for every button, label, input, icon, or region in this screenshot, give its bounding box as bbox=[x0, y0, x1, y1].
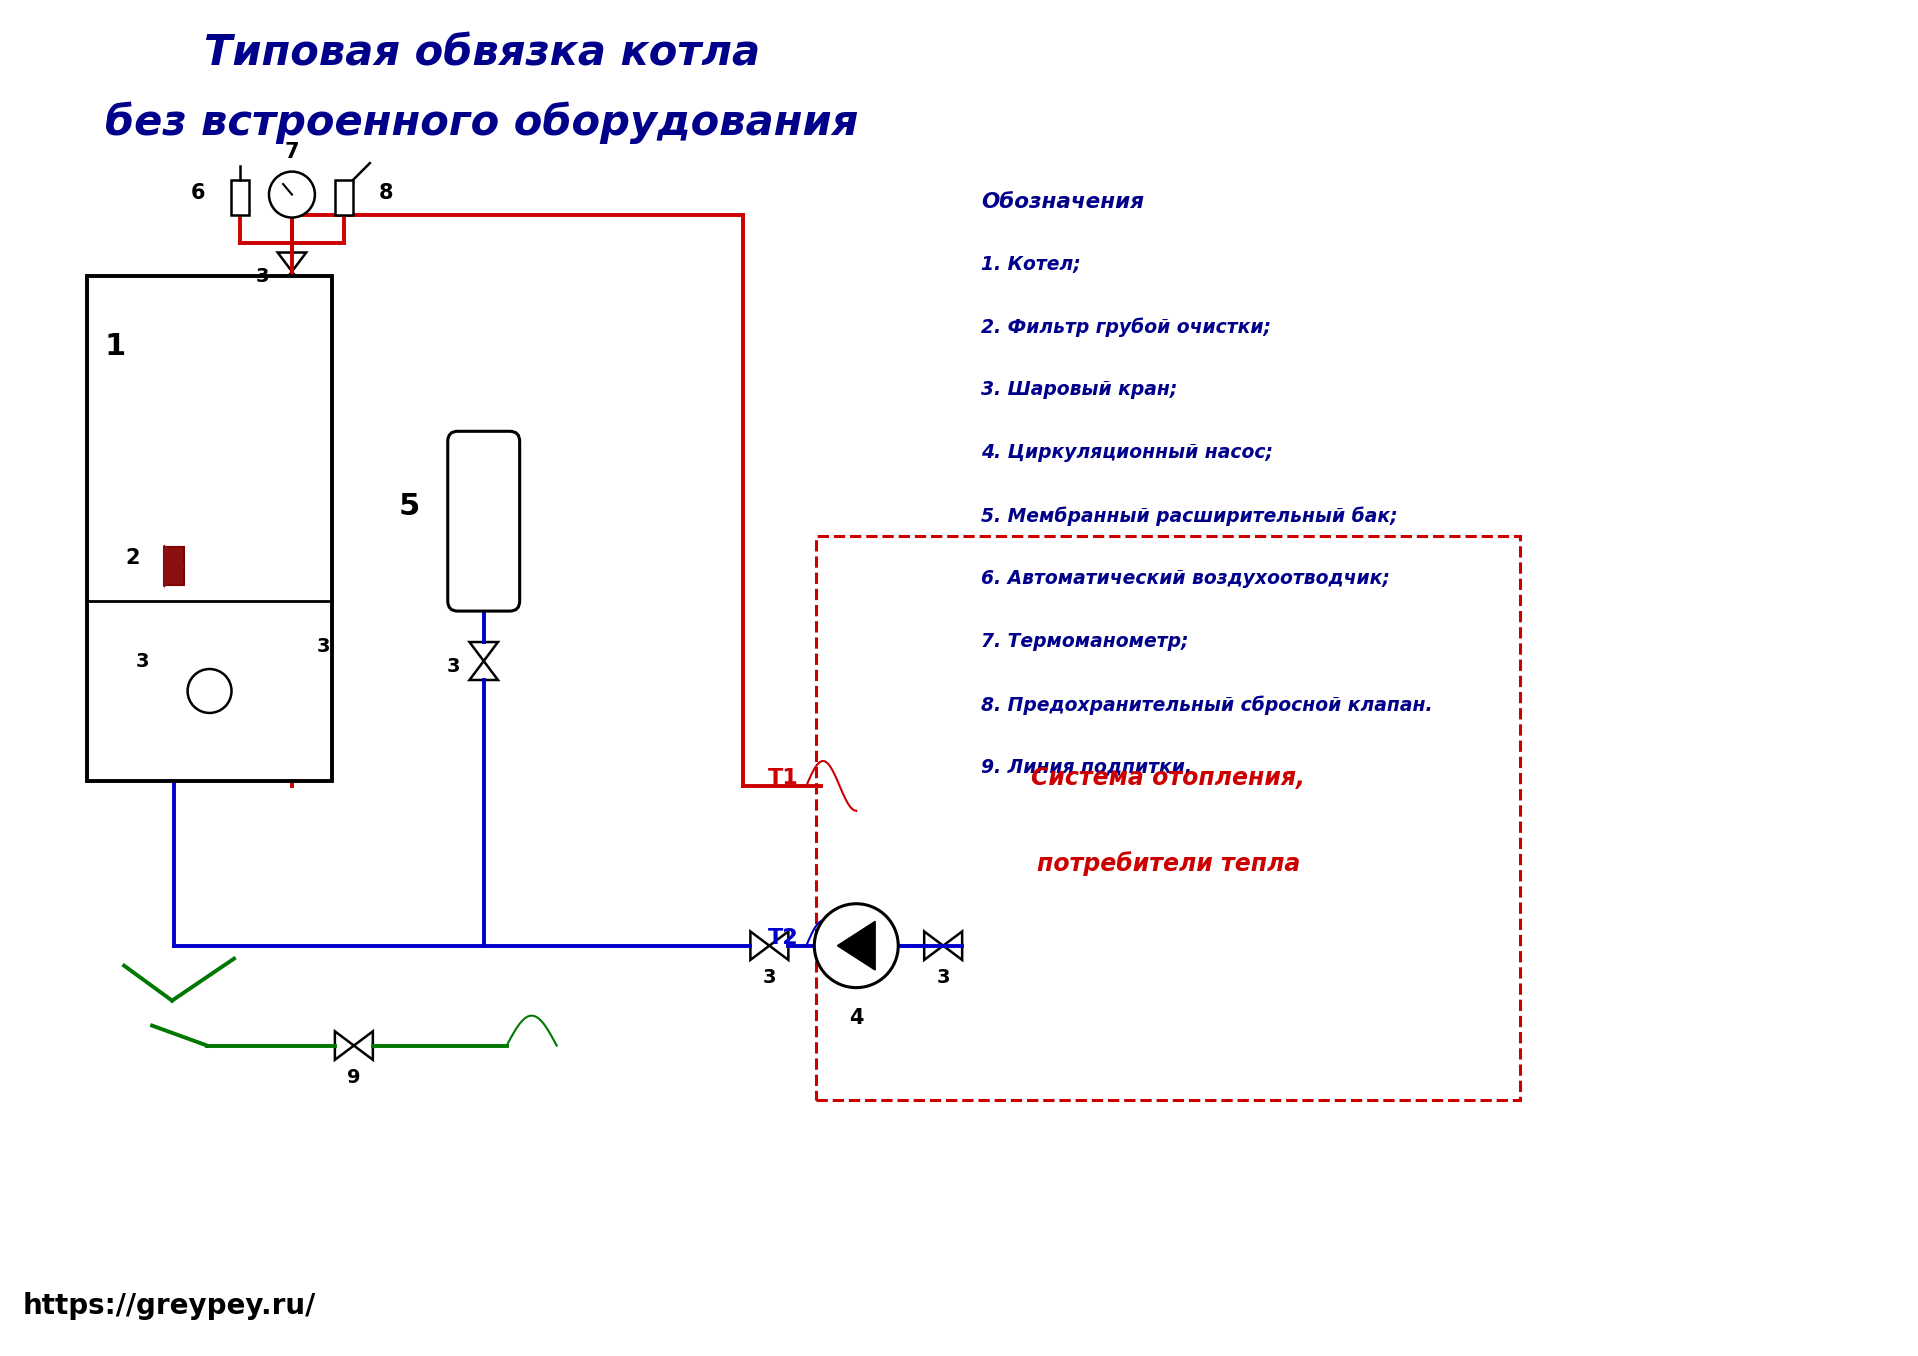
Text: 6. Автоматический воздухоотводчик;: 6. Автоматический воздухоотводчик; bbox=[982, 570, 1391, 589]
Text: 2. Фильтр грубой очистки;: 2. Фильтр грубой очистки; bbox=[982, 317, 1272, 338]
Bar bbox=[86, 277, 332, 781]
Text: 2: 2 bbox=[125, 548, 140, 568]
Text: 9: 9 bbox=[347, 1069, 361, 1088]
Text: Система отопления,: Система отопления, bbox=[1032, 766, 1306, 791]
Polygon shape bbox=[838, 921, 875, 970]
Text: 7. Термоманометр;: 7. Термоманометр; bbox=[982, 632, 1189, 651]
Bar bbox=[336, 180, 353, 216]
Text: 6: 6 bbox=[190, 183, 205, 202]
Text: 8: 8 bbox=[378, 183, 393, 202]
Bar bbox=[230, 180, 249, 216]
Text: 5: 5 bbox=[399, 492, 420, 521]
Text: https://greypey.ru/: https://greypey.ru/ bbox=[23, 1292, 316, 1321]
Text: 1. Котел;: 1. Котел; bbox=[982, 255, 1082, 274]
Text: Типовая обвязка котла: Типовая обвязка котла bbox=[203, 31, 760, 73]
Text: 1: 1 bbox=[105, 332, 127, 361]
Text: 4. Циркуляционный насос;: 4. Циркуляционный насос; bbox=[982, 443, 1274, 462]
Text: 9. Линия подпитки.: 9. Линия подпитки. bbox=[982, 758, 1193, 777]
Text: 4: 4 bbox=[850, 1008, 863, 1028]
Text: Т1: Т1 bbox=[767, 767, 798, 788]
Text: 3. Шаровый кран;: 3. Шаровый кран; bbox=[982, 380, 1178, 400]
Text: 8. Предохранительный сбросной клапан.: 8. Предохранительный сбросной клапан. bbox=[982, 696, 1433, 715]
Text: 3: 3 bbox=[136, 651, 150, 670]
Text: 5. Мембранный расширительный бак;: 5. Мембранный расширительный бак; bbox=[982, 506, 1398, 526]
Text: 3: 3 bbox=[255, 267, 269, 286]
Bar bbox=[165, 548, 184, 584]
Circle shape bbox=[815, 903, 898, 987]
Text: потребители тепла: потребители тепла bbox=[1038, 850, 1300, 876]
Text: 3: 3 bbox=[447, 656, 460, 675]
Text: 7: 7 bbox=[284, 141, 299, 161]
Text: 3: 3 bbox=[316, 636, 330, 655]
Text: без встроенного оборудования: без встроенного оборудования bbox=[105, 102, 859, 144]
Circle shape bbox=[269, 172, 315, 217]
Text: 3: 3 bbox=[763, 968, 777, 987]
Text: Т2: Т2 bbox=[767, 928, 798, 948]
Text: 3: 3 bbox=[936, 968, 949, 987]
FancyBboxPatch shape bbox=[447, 431, 520, 612]
Polygon shape bbox=[165, 545, 184, 587]
Text: Обозначения: Обозначения bbox=[982, 191, 1145, 212]
